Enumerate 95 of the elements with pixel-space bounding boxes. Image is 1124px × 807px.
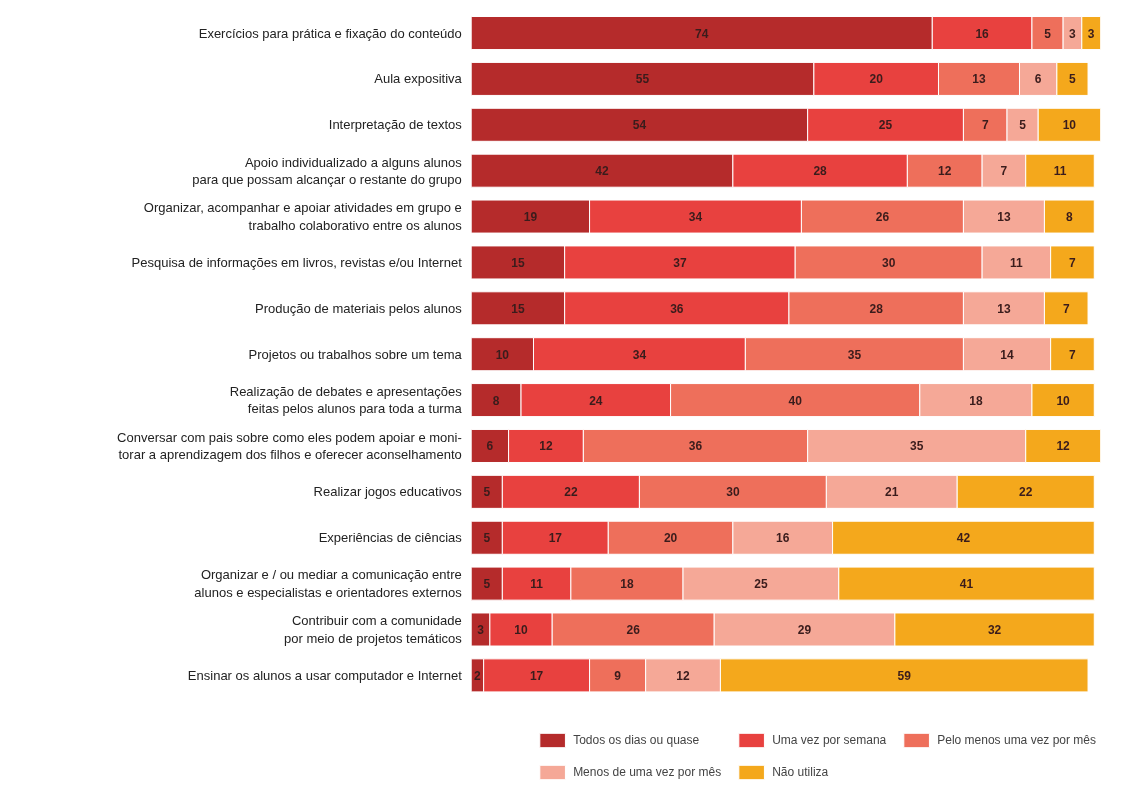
y-tick-label: Apoio individualizado a alguns alunos para que possam alcançar o restante do grupo [192, 154, 463, 187]
legend-label: Todos os dias ou quase [573, 733, 700, 747]
legend-label: Menos de uma vez por mês [573, 765, 722, 779]
data-label: 5 [1044, 26, 1052, 41]
data-label: 74 [695, 26, 709, 41]
data-label: 11 [1010, 255, 1024, 270]
data-label: 10 [1056, 393, 1071, 408]
data-label: 11 [530, 577, 544, 592]
data-label: 35 [847, 347, 862, 362]
data-label: 12 [676, 668, 691, 683]
data-label: 6 [1034, 72, 1042, 87]
data-label: 16 [776, 531, 790, 546]
y-tick-label: Interpretação de textos [328, 117, 463, 133]
data-label: 28 [869, 301, 884, 316]
data-label: 11 [1053, 164, 1067, 179]
data-label: 12 [1056, 439, 1071, 454]
data-label: 22 [564, 485, 578, 500]
data-label: 9 [614, 668, 622, 683]
data-label: 20 [663, 531, 678, 546]
data-label: 42 [956, 531, 971, 546]
data-label: 15 [511, 301, 525, 316]
y-tick-label: Produção de materiais pelos alunos [255, 300, 463, 316]
data-label: 35 [910, 439, 924, 454]
data-label: 15 [511, 255, 525, 270]
data-label: 7 [1069, 255, 1077, 270]
data-label: 29 [797, 623, 812, 637]
y-tick-label: Pesquisa de informações em livros, revistas e/ou Internet [131, 254, 463, 270]
data-label: 13 [997, 210, 1011, 225]
data-label: 13 [997, 301, 1011, 316]
y-tick-label: Contribuir com a comunidade por meio de projetos temáticos [284, 613, 463, 646]
data-label: 17 [529, 668, 544, 683]
data-label: 22 [1019, 485, 1033, 500]
data-label: 21 [885, 485, 899, 500]
y-tick-label: Aula expositiva [374, 71, 463, 87]
data-label: 30 [881, 255, 896, 270]
data-label: 34 [632, 347, 647, 362]
data-label: 25 [878, 118, 893, 133]
y-tick-label: Exercícios para prática e fixação do conteúdo [198, 25, 462, 41]
data-label: 41 [959, 577, 974, 592]
data-label: 10 [514, 623, 529, 637]
data-label: 14 [1000, 347, 1015, 362]
data-label: 7 [1062, 301, 1070, 316]
data-label: 10 [1062, 118, 1077, 133]
data-label: 24 [589, 393, 603, 408]
data-label: 16 [975, 26, 990, 41]
data-label: 54 [632, 118, 647, 133]
data-label: 17 [548, 531, 563, 546]
data-label: 32 [987, 623, 1002, 637]
data-label: 19 [523, 210, 538, 225]
data-label: 5 [483, 577, 491, 592]
data-label: 7 [1069, 347, 1077, 362]
data-label: 7 [1000, 164, 1008, 179]
data-label: 6 [486, 439, 494, 454]
y-tick-label: Realização de debates e apresentações feitas pelos alunos para toda a turma [229, 383, 463, 417]
data-label: 13 [972, 72, 986, 87]
y-tick-label: Ensinar os alunos a usar computador e Internet [187, 667, 463, 683]
data-label: 59 [897, 668, 912, 683]
data-label: 34 [688, 210, 703, 225]
y-tick-label: Projetos ou trabalhos sobre um tema [248, 346, 463, 362]
data-label: 40 [788, 393, 803, 408]
y-tick-label: Organizar e / ou mediar a comunicação entre alunos e especialistas e orientadores externos [194, 567, 463, 600]
data-label: 25 [754, 577, 768, 592]
data-label: 5 [1069, 72, 1077, 87]
data-label: 18 [620, 577, 634, 592]
legend-label: Uma vez por semana [772, 733, 887, 747]
data-label: 26 [875, 210, 890, 225]
data-label: 5 [483, 485, 491, 500]
legend-label: Pelo menos uma vez por mês [937, 733, 1096, 747]
data-label: 18 [969, 393, 983, 408]
data-label: 5 [1019, 118, 1027, 133]
data-label: 12 [938, 164, 952, 179]
data-label: 12 [539, 439, 553, 454]
data-label: 30 [726, 485, 740, 500]
y-tick-label: Conversar com pais sobre como eles podem apoiar e moni- torar a aprendizagem dos filhos e oferecer aconselhamento [117, 429, 462, 463]
data-label: 8 [1066, 210, 1074, 225]
y-tick-label: Realizar jogos educativos [313, 484, 463, 500]
y-tick-label: Experiências de ciências [318, 530, 463, 546]
data-label: 7 [981, 118, 989, 133]
legend-label: Não utiliza [772, 765, 829, 779]
data-label: 36 [688, 439, 703, 454]
y-tick-label: Organizar, acompanhar e apoiar atividades em grupo e trabalho colaborativo entre os alunos [143, 200, 463, 233]
data-label: 3 [1069, 26, 1077, 41]
data-label: 42 [595, 164, 610, 179]
data-label: 37 [673, 255, 687, 270]
data-label: 20 [869, 72, 884, 87]
data-label: 55 [635, 72, 650, 87]
data-label: 5 [483, 531, 491, 546]
data-label: 3 [1087, 26, 1095, 41]
data-label: 36 [670, 301, 684, 316]
data-label: 26 [626, 623, 641, 637]
data-label: 8 [492, 393, 500, 408]
data-label: 3 [477, 623, 485, 637]
data-label: 28 [813, 164, 828, 179]
data-label: 10 [495, 347, 510, 362]
data-label: 2 [474, 668, 482, 683]
